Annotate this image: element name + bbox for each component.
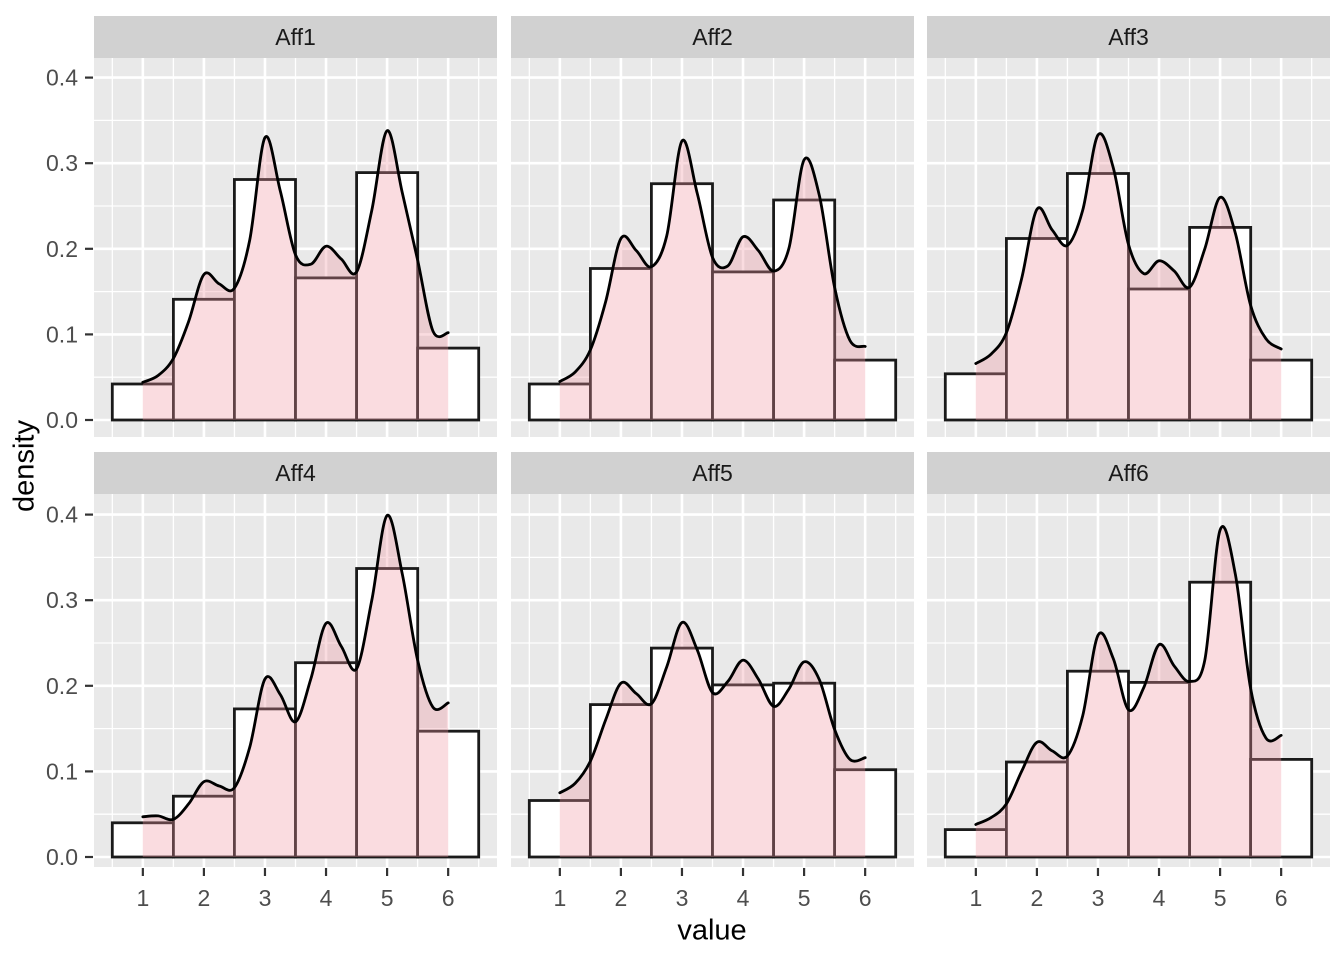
- x-tick-label: 5: [381, 885, 394, 911]
- facet-strip: [927, 452, 1330, 494]
- y-tick-label: 0.0: [46, 844, 78, 870]
- x-tick-label: 6: [859, 885, 872, 911]
- density-area: [975, 526, 1282, 857]
- histogram-bar: [943, 828, 1008, 859]
- facet-strip: [511, 452, 914, 494]
- density-curve: [141, 514, 450, 822]
- density-curve: [558, 138, 867, 383]
- histogram-bar: [772, 681, 837, 859]
- y-tick-label: 0.2: [46, 236, 78, 262]
- density-curve: [974, 132, 1283, 365]
- histogram-bar: [416, 729, 481, 859]
- histogram-bar: [1005, 760, 1069, 859]
- histogram-bar: [772, 198, 837, 422]
- facet-Aff2: Aff2: [511, 16, 914, 437]
- histogram-bar: [1066, 669, 1130, 859]
- y-axis-title: density: [8, 420, 41, 512]
- x-tick-label: 3: [259, 885, 272, 911]
- histogram-bar: [171, 297, 236, 422]
- density-area: [559, 140, 866, 420]
- x-axis-title: value: [677, 914, 747, 947]
- facet-Aff5: Aff5: [511, 452, 914, 867]
- x-tick-label: 2: [1031, 885, 1044, 911]
- density-area: [559, 622, 866, 857]
- x-tick-label: 6: [1275, 885, 1288, 911]
- density-area: [142, 130, 449, 420]
- y-axis: 0.0 0.1 0.2 0.3 0.4 0.0 0.1 0.2 0.3 0.4: [46, 65, 93, 870]
- histogram-bar: [833, 768, 898, 859]
- y-tick-label: 0.4: [46, 502, 78, 528]
- facet-Aff6: Aff6: [927, 452, 1330, 867]
- histogram-bar: [1249, 758, 1314, 859]
- facet-strip-label: Aff4: [275, 460, 316, 486]
- x-tick-label: 1: [136, 885, 149, 911]
- x-tick-label: 5: [798, 885, 811, 911]
- histogram-bars: [527, 182, 898, 422]
- x-tick-label: 3: [1092, 885, 1105, 911]
- histogram-bar: [416, 346, 481, 422]
- histogram-bars: [943, 580, 1314, 859]
- y-tick-label: 0.1: [46, 321, 78, 347]
- histogram-bar: [833, 358, 898, 422]
- histogram-bar: [110, 382, 175, 422]
- y-tick-label: 0.2: [46, 673, 78, 699]
- histogram-bar: [355, 567, 420, 859]
- x-tick-label: 4: [1153, 885, 1166, 911]
- y-tick-label: 0.1: [46, 758, 78, 784]
- histogram-bars: [943, 172, 1314, 422]
- histogram-bar: [1188, 580, 1253, 859]
- x-axis: 1 2 3 4 5 6 1 2 3 4 5 6 1 2 3 4 5 6: [136, 868, 1288, 911]
- x-tick-label: 6: [442, 885, 455, 911]
- facet-strip-label: Aff2: [692, 24, 733, 50]
- x-tick-label: 3: [676, 885, 689, 911]
- facet-strip: [927, 16, 1330, 58]
- histogram-bar: [711, 683, 775, 859]
- facet-strip-label: Aff1: [275, 24, 316, 50]
- density-curve: [974, 525, 1283, 826]
- facet-Aff1: Aff1: [94, 16, 497, 437]
- histogram-bar: [171, 794, 236, 859]
- histogram-bar: [1249, 358, 1314, 422]
- x-tick-label: 4: [737, 885, 750, 911]
- y-tick-label: 0.4: [46, 65, 78, 91]
- histogram-bar: [232, 707, 297, 859]
- facet-strip-label: Aff5: [692, 460, 733, 486]
- facet-strip: [94, 16, 497, 58]
- x-tick-label: 1: [553, 885, 566, 911]
- histogram-bar: [294, 276, 358, 422]
- x-tick-label: 4: [320, 885, 333, 911]
- density-curve: [558, 620, 867, 795]
- x-tick-label: 5: [1214, 885, 1227, 911]
- facet-strip-label: Aff3: [1108, 24, 1149, 50]
- facet-Aff3: Aff3: [927, 16, 1330, 437]
- density-area: [975, 133, 1282, 420]
- y-tick-label: 0.3: [46, 150, 78, 176]
- histogram-bars: [110, 567, 481, 859]
- density-curve: [141, 129, 450, 384]
- x-tick-label: 2: [615, 885, 628, 911]
- y-tick-label: 0.3: [46, 587, 78, 613]
- facet-strip-label: Aff6: [1108, 460, 1149, 486]
- histogram-bar: [1066, 172, 1130, 422]
- facet-strip: [511, 16, 914, 58]
- facet-Aff4: Aff4: [94, 452, 497, 867]
- facet-strip: [94, 452, 497, 494]
- y-tick-label: 0.0: [46, 407, 78, 433]
- histogram-bar: [1127, 681, 1191, 859]
- x-tick-label: 2: [198, 885, 211, 911]
- x-tick-label: 1: [969, 885, 982, 911]
- histogram-bar: [527, 799, 592, 859]
